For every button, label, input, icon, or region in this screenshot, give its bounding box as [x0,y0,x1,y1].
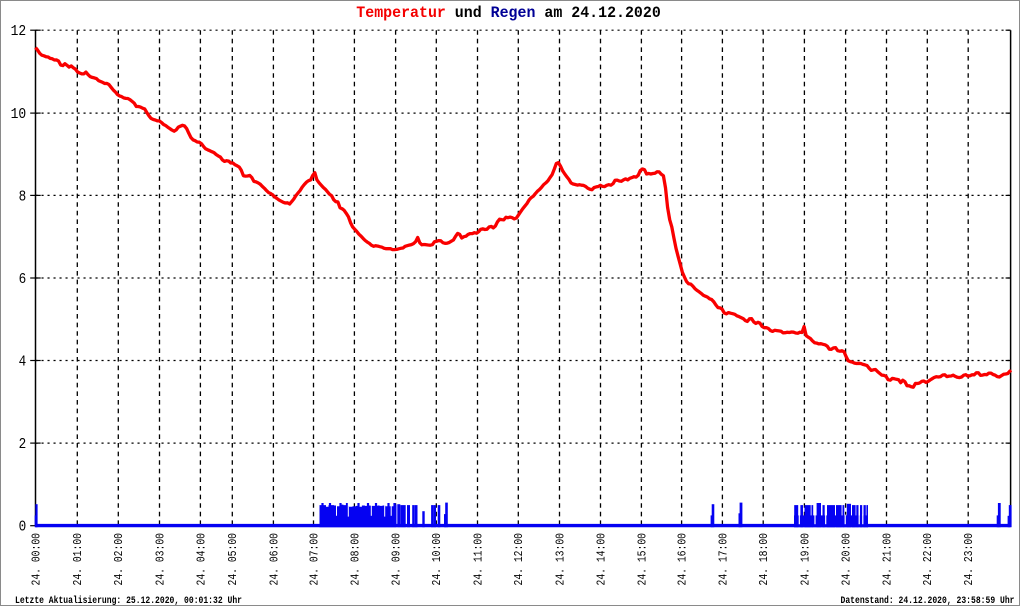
svg-text:24. 23:00: 24. 23:00 [963,533,976,586]
svg-text:24. 13:00: 24. 13:00 [554,533,567,586]
svg-text:24. 05:00: 24. 05:00 [227,533,240,586]
svg-text:24. 15:00: 24. 15:00 [636,533,649,586]
svg-text:10: 10 [11,107,27,123]
svg-text:24. 19:00: 24. 19:00 [799,533,812,586]
svg-text:24. 21:00: 24. 21:00 [881,533,894,586]
svg-text:6: 6 [19,272,27,288]
svg-text:12: 12 [11,24,27,40]
svg-text:24. 17:00: 24. 17:00 [717,533,730,586]
svg-text:24. 08:00: 24. 08:00 [349,533,362,586]
svg-text:24. 09:00: 24. 09:00 [391,533,404,586]
svg-text:24. 14:00: 24. 14:00 [595,533,608,586]
svg-text:24. 12:00: 24. 12:00 [513,533,526,586]
svg-text:8: 8 [19,189,27,205]
svg-text:24. 04:00: 24. 04:00 [195,533,208,586]
svg-text:24. 22:00: 24. 22:00 [922,533,935,586]
svg-text:24. 10:00: 24. 10:00 [431,533,444,586]
svg-text:24. 11:00: 24. 11:00 [472,533,485,586]
svg-text:24. 18:00: 24. 18:00 [758,533,771,586]
svg-text:24. 16:00: 24. 16:00 [677,533,690,586]
svg-text:24. 06:00: 24. 06:00 [268,533,281,586]
svg-text:4: 4 [19,354,27,370]
svg-text:24. 03:00: 24. 03:00 [154,533,167,586]
svg-text:24. 02:00: 24. 02:00 [113,533,126,586]
svg-text:Letzte Aktualisierung: 25.12.2: Letzte Aktualisierung: 25.12.2020, 00:01… [15,595,242,605]
svg-text:24. 01:00: 24. 01:00 [72,533,85,586]
svg-text:Datenstand: 24.12.2020, 23:58:: Datenstand: 24.12.2020, 23:58:59 Uhr [841,595,1015,605]
svg-text:24. 20:00: 24. 20:00 [841,533,854,586]
svg-text:2: 2 [19,437,27,453]
svg-text:Temperatur und Regen am 24.12.: Temperatur und Regen am 24.12.2020 [356,4,661,22]
svg-text:24. 07:00: 24. 07:00 [308,533,321,586]
svg-text:0: 0 [19,520,27,536]
svg-text:24. 00:00: 24. 00:00 [30,533,43,586]
